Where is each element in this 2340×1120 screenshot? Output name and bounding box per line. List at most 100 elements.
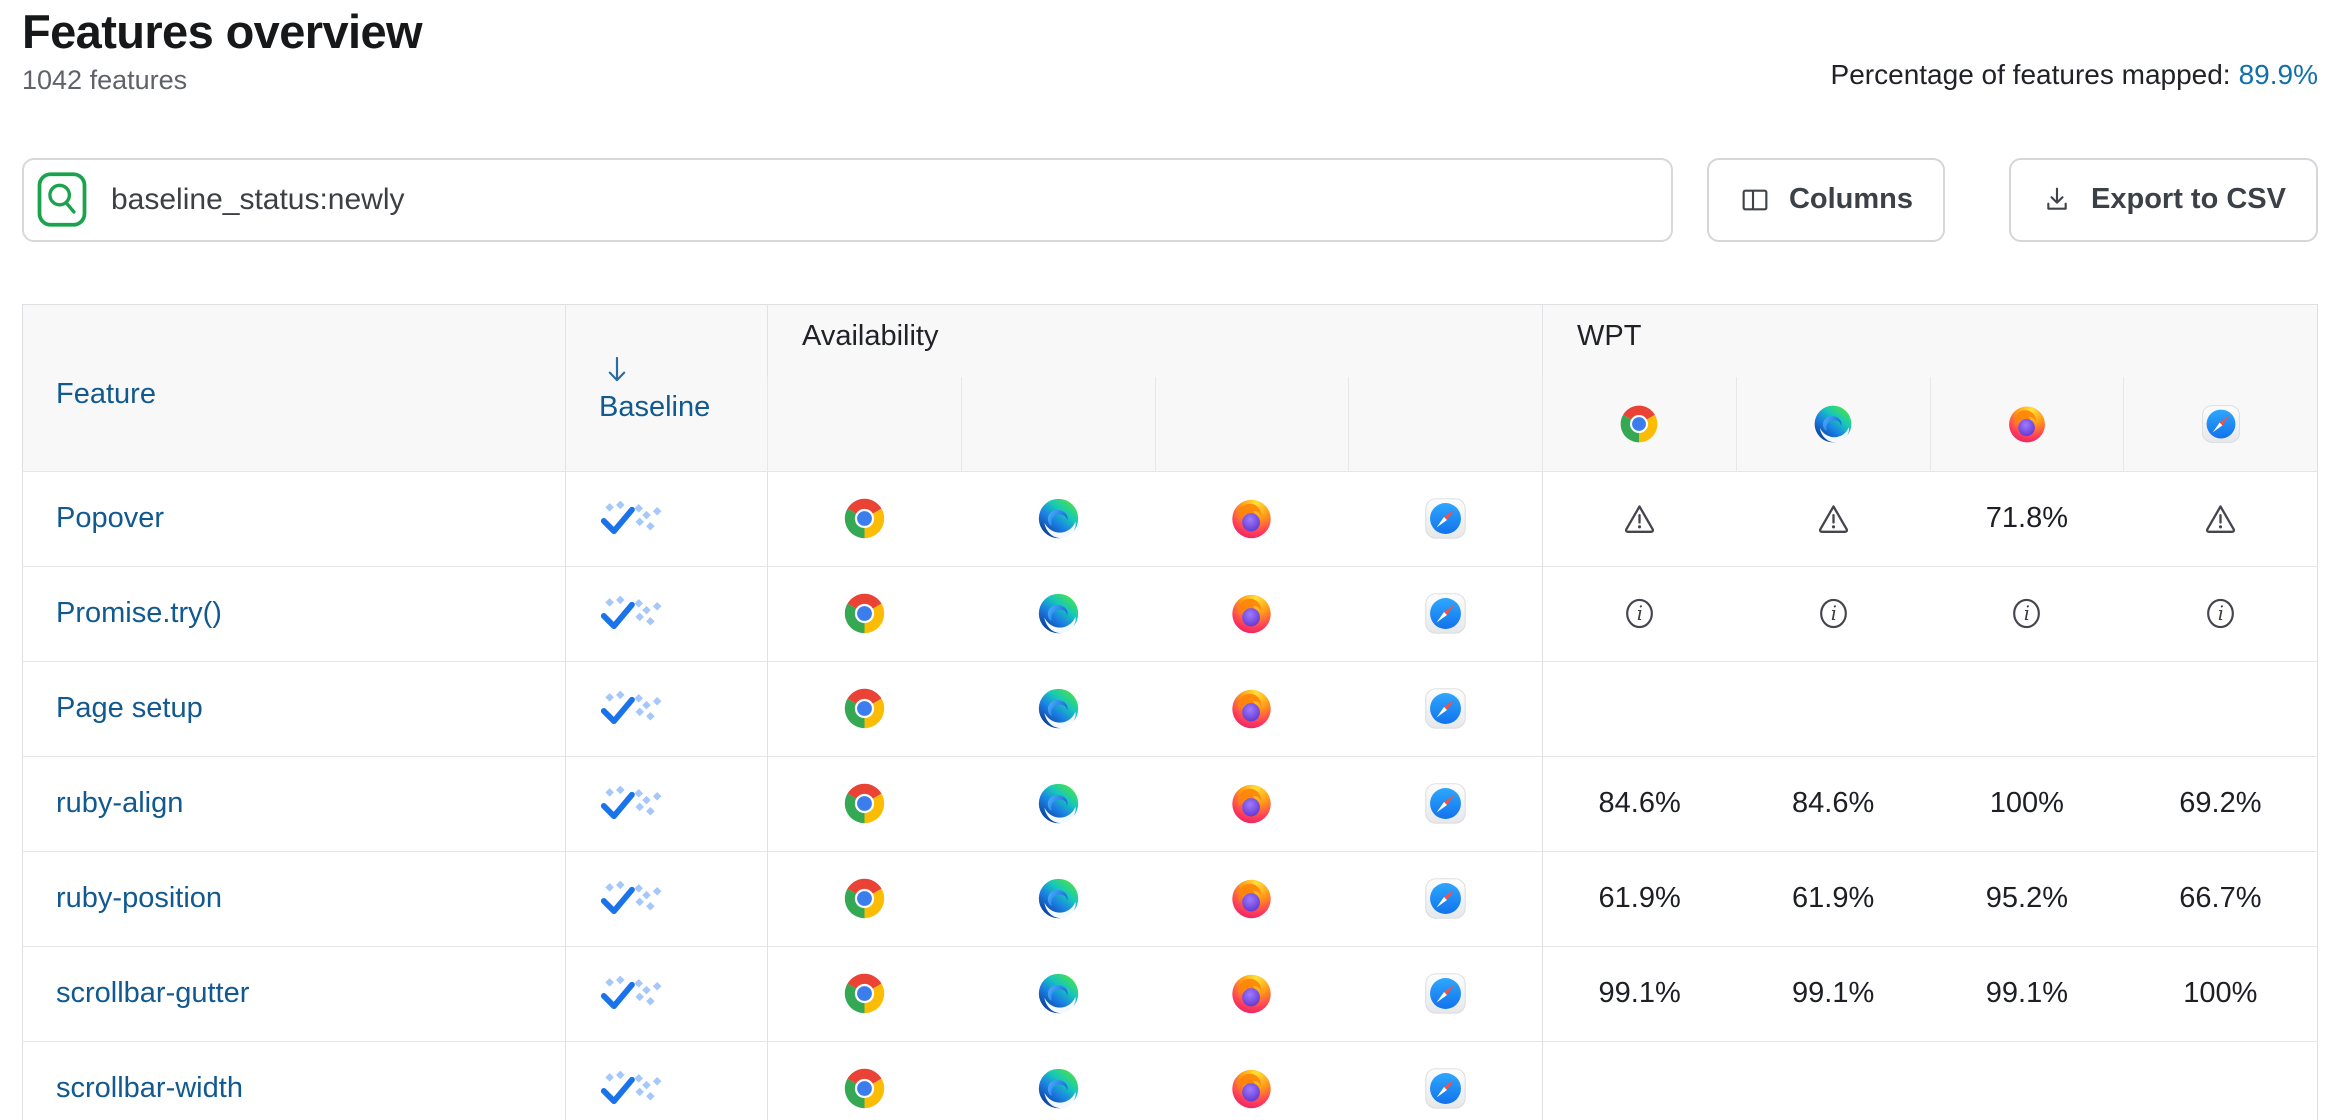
chrome-icon [1618, 403, 1660, 445]
baseline-newly-icon [597, 1070, 663, 1108]
browser-subheader-row [23, 376, 2318, 472]
baseline-status-cell [565, 1040, 768, 1120]
wpt-score-cell [1736, 470, 1930, 567]
feature-link[interactable]: Popover [56, 502, 165, 535]
safari-icon [1423, 971, 1468, 1016]
feature-link[interactable]: Promise.try() [56, 597, 222, 630]
table-row: scrollbar-gutter [22, 945, 2318, 1042]
safari-icon [1423, 496, 1468, 541]
feature-link[interactable]: Page setup [56, 692, 203, 725]
wpt-score: 99.1% [1792, 977, 1875, 1010]
wpt-score-cell: 71.8% [1930, 470, 2124, 567]
feature-link[interactable]: scrollbar-gutter [56, 977, 250, 1010]
wpt-score: 61.9% [1792, 882, 1875, 915]
firefox-icon [1229, 876, 1274, 921]
columns-button[interactable]: Columns [1706, 157, 1946, 242]
availability-cell [961, 945, 1155, 1042]
availability-cell [1348, 755, 1543, 852]
availability-cell [1348, 850, 1543, 947]
export-csv-button[interactable]: Export to CSV [2009, 157, 2318, 242]
baseline-status-cell [565, 755, 768, 852]
chrome-icon [842, 496, 887, 541]
svg-text:i: i [2024, 602, 2030, 625]
baseline-status-cell [565, 850, 768, 947]
edge-icon [1812, 403, 1854, 445]
edge-icon [1036, 781, 1081, 826]
availability-cell [961, 1040, 1155, 1120]
feature-cell: scrollbar-width [22, 1040, 566, 1120]
feature-link[interactable]: scrollbar-width [56, 1072, 243, 1105]
baseline-newly-icon [597, 975, 663, 1013]
svg-text:i: i [2218, 602, 2224, 625]
chrome-icon [842, 971, 887, 1016]
wpt-score-cell [2123, 470, 2318, 567]
wpt-score-cell [1736, 1040, 1930, 1120]
feature-cell: Page setup [22, 660, 566, 757]
wpt-score: 61.9% [1598, 882, 1681, 915]
search-input-container[interactable] [22, 157, 1673, 242]
wpt-score: 84.6% [1598, 787, 1681, 820]
feature-cell: scrollbar-gutter [22, 945, 566, 1042]
safari-icon [1423, 1066, 1468, 1111]
warning-icon [1815, 500, 1852, 537]
svg-text:i: i [1637, 602, 1643, 625]
wpt-score-cell: 99.1% [1736, 945, 1930, 1042]
baseline-status-cell [565, 660, 768, 757]
chrome-icon [842, 686, 887, 731]
wpt-safari-column-header[interactable] [2123, 376, 2318, 472]
availability-subcolumn-header [1154, 376, 1349, 472]
baseline-status-cell [565, 470, 768, 567]
wpt-score: 100% [1989, 787, 2064, 820]
safari-icon [1423, 876, 1468, 921]
chrome-icon [842, 781, 887, 826]
availability-cell [961, 565, 1155, 662]
feature-cell: ruby-position [22, 850, 566, 947]
title-block: Features overview 1042 features [22, 5, 423, 96]
info-icon: i [2008, 595, 2045, 632]
search-icon[interactable] [37, 171, 87, 228]
wpt-chrome-column-header[interactable] [1542, 376, 1737, 472]
availability-cell [1348, 565, 1543, 662]
baseline-column-header[interactable]: Baseline [599, 391, 711, 424]
availability-cell [1155, 660, 1349, 757]
availability-subcolumn-header [1348, 376, 1543, 472]
wpt-score-cell: 61.9% [1736, 850, 1930, 947]
availability-cell [961, 470, 1155, 567]
page-title: Features overview [22, 5, 423, 58]
availability-cell [1155, 1040, 1349, 1120]
availability-cell [767, 660, 962, 757]
wpt-score-cell [1930, 1040, 2124, 1120]
wpt-edge-column-header[interactable] [1735, 376, 1930, 472]
baseline-newly-icon [597, 880, 663, 918]
availability-cell [767, 565, 962, 662]
availability-subcolumn-header [960, 376, 1155, 472]
wpt-score-cell: 100% [1930, 755, 2124, 852]
toolbar: Columns Export to CSV [22, 157, 2318, 242]
wpt-score-cell: 84.6% [1736, 755, 1930, 852]
availability-cell [1155, 945, 1349, 1042]
baseline-column-header-cell: Baseline [565, 304, 768, 472]
feature-count: 1042 features [22, 64, 188, 95]
availability-group-header: Availability [767, 304, 1543, 377]
baseline-status-cell [565, 565, 768, 662]
wpt-score-cell [1542, 660, 1737, 757]
features-table: Feature Baseline Availability WPT [22, 303, 2318, 1120]
baseline-newly-icon [597, 785, 663, 823]
wpt-firefox-column-header[interactable] [1929, 376, 2124, 472]
feature-column-header-cell: Feature [22, 304, 566, 472]
wpt-score-cell: i [1736, 565, 1930, 662]
chrome-icon [842, 876, 887, 921]
export-csv-button-label: Export to CSV [2091, 183, 2286, 216]
feature-link[interactable]: ruby-position [56, 882, 223, 915]
chrome-icon [842, 591, 887, 636]
search-input[interactable] [109, 181, 1655, 218]
wpt-score-cell [1542, 470, 1737, 567]
firefox-icon [2006, 403, 2048, 445]
feature-link[interactable]: ruby-align [56, 787, 184, 820]
feature-column-header[interactable]: Feature [56, 377, 156, 410]
mapped-percentage-link[interactable]: 89.9% [2238, 58, 2318, 90]
info-icon: i [1621, 595, 1658, 632]
table-row: Page setup [22, 660, 2318, 757]
sort-descending-arrow-icon[interactable] [605, 354, 766, 387]
mapped-stat: Percentage of features mapped: 89.9% [1831, 59, 2318, 96]
